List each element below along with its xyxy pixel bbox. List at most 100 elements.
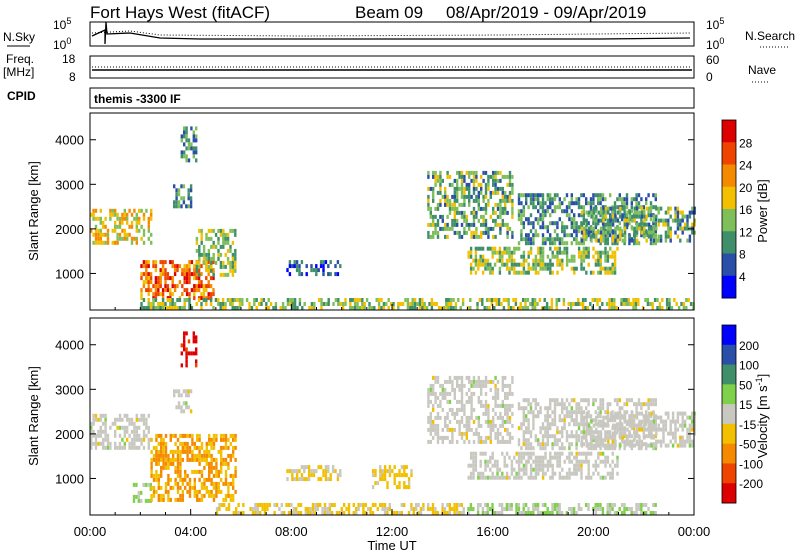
power-cell (472, 258, 475, 263)
power-cell (123, 212, 126, 217)
velocity-cell (597, 455, 600, 460)
velocity-cell (324, 469, 328, 474)
velocity-cell (609, 402, 612, 407)
power-cell (413, 302, 417, 306)
power-cell (520, 213, 523, 218)
velocity-cell (691, 415, 694, 420)
colorbar-tick-label: -200 (739, 477, 763, 491)
velocity-cell (254, 503, 257, 507)
velocity-cell (613, 434, 617, 439)
velocity-cell (630, 511, 633, 515)
velocity-cell (311, 511, 315, 515)
power-cell (546, 209, 549, 214)
power-cell (198, 272, 201, 277)
velocity-cell (587, 398, 590, 403)
power-cell (224, 272, 227, 277)
power-cell (217, 256, 220, 261)
velocity-cell (638, 411, 641, 416)
velocity-cell (212, 445, 216, 450)
power-cell (546, 197, 549, 202)
velocity-cell (345, 507, 348, 511)
velocity-cell (191, 485, 194, 490)
power-cell (477, 218, 480, 223)
velocity-cell (503, 459, 506, 464)
power-cell (633, 226, 636, 231)
power-cell (392, 302, 395, 306)
power-cell (606, 237, 609, 242)
power-cell (154, 298, 158, 302)
power-cell (477, 182, 480, 187)
velocity-cell (484, 511, 487, 515)
velocity-cell (222, 433, 225, 438)
power-cell (595, 234, 598, 239)
power-cell (175, 204, 178, 209)
velocity-cell (654, 511, 657, 515)
power-cell (97, 232, 100, 237)
velocity-cell (553, 442, 557, 447)
power-cell (525, 197, 528, 202)
power-cell (508, 258, 511, 263)
velocity-cell (621, 406, 624, 411)
velocity-cell (381, 507, 384, 511)
velocity-cell (220, 449, 223, 454)
velocity-cell (609, 418, 612, 423)
velocity-cell (568, 410, 571, 415)
velocity-cell (453, 391, 456, 396)
velocity-cell (405, 485, 408, 490)
velocity-cell (691, 411, 694, 416)
power-cell (102, 220, 105, 225)
power-cell (451, 218, 454, 223)
power-cell (322, 302, 326, 306)
power-colorbar-label: Power [dB] (755, 179, 770, 243)
power-cell (300, 272, 304, 277)
power-cell (147, 284, 150, 289)
velocity-cell (157, 497, 160, 502)
power-cell (527, 233, 530, 238)
velocity-cell (172, 453, 175, 458)
power-cell (305, 264, 308, 269)
power-cell (440, 306, 443, 310)
power-cell (456, 186, 459, 191)
power-cell (253, 302, 256, 306)
power-cell (200, 240, 203, 245)
power-cell (109, 208, 112, 213)
velocity-cell (561, 426, 564, 431)
velocity-cell (169, 449, 172, 454)
velocity-cell (582, 451, 586, 456)
velocity-cell (145, 433, 148, 438)
power-cell (474, 270, 478, 275)
power-cell (161, 292, 165, 297)
power-cell (217, 298, 220, 302)
velocity-cell (185, 405, 188, 410)
power-cell (587, 233, 590, 238)
power-cell (611, 210, 615, 215)
power-cell (154, 306, 158, 310)
velocity-cell (383, 465, 387, 470)
velocity-cell (539, 459, 542, 464)
velocity-cell (254, 511, 257, 515)
velocity-cell (500, 511, 504, 515)
power-cell (453, 194, 456, 199)
velocity-cell (573, 410, 576, 415)
velocity-cell (635, 503, 638, 507)
velocity-cell (674, 435, 677, 440)
power-cell (531, 306, 534, 310)
power-cell (668, 306, 671, 310)
power-cell (461, 302, 465, 306)
velocity-cell (657, 415, 660, 420)
velocity-cell (575, 467, 578, 472)
velocity-cell (189, 409, 193, 414)
power-cell (623, 241, 626, 246)
velocity-cell (222, 481, 225, 486)
velocity-cell (475, 427, 478, 432)
nsearch-trace (91, 30, 691, 37)
velocity-cell (594, 446, 597, 451)
power-cell (130, 224, 134, 229)
velocity-cell (499, 439, 502, 444)
power-cell (477, 198, 480, 203)
velocity-cell (188, 477, 192, 482)
velocity-cell (492, 415, 495, 420)
power-cell (667, 234, 670, 239)
velocity-cell (549, 406, 552, 411)
